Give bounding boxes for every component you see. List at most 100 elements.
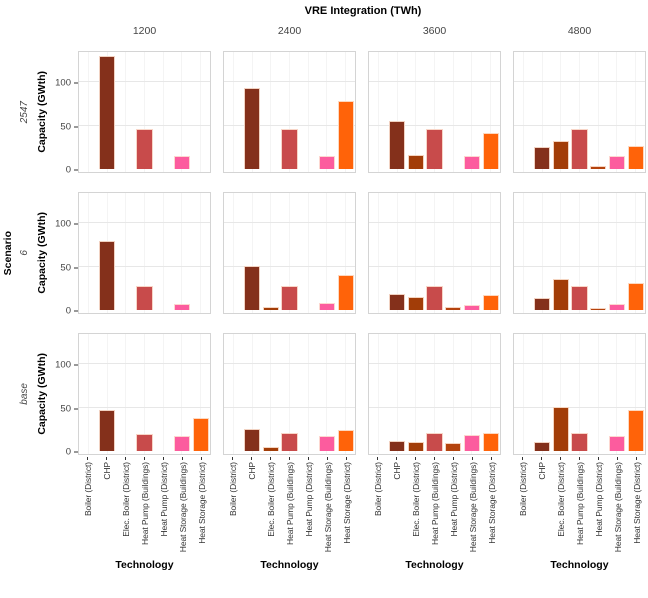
- bar-slot: [608, 193, 627, 310]
- bar: [534, 147, 551, 169]
- y-tick-label: 0: [65, 164, 71, 176]
- bar-slot: [369, 52, 388, 169]
- bar-slot: [135, 334, 154, 451]
- bar-slot: [79, 334, 98, 451]
- x-tick-label: Heat Storage (District): [196, 462, 207, 544]
- x-tick-labels: Boiler (District) CHP Elec. Boiler (Distri…: [0, 455, 648, 557]
- bar-slot: [336, 52, 355, 169]
- bar: [445, 307, 462, 310]
- x-tick-label: Heat Storage (District): [631, 462, 642, 544]
- v-gridline: [471, 193, 473, 313]
- bar-slot: [481, 193, 500, 310]
- bar-slot: [570, 52, 589, 169]
- facet-row-6: 6 Capacity (GWth) 0 50 100: [0, 192, 648, 317]
- x-tick-label: Boiler (District): [372, 462, 383, 517]
- v-gridline: [307, 193, 309, 313]
- bar-slot: [481, 334, 500, 451]
- bar: [590, 308, 607, 310]
- h-gridline: [369, 363, 500, 365]
- x-tick-mark: [289, 457, 290, 460]
- bar-slot: [481, 52, 500, 169]
- x-tick-mark: [125, 457, 126, 460]
- bar-slot: [154, 334, 173, 451]
- bar-slot: [261, 193, 280, 310]
- x-tick-slot: Heat Storage (Buildings): [463, 457, 482, 557]
- bar: [445, 443, 462, 451]
- bar: [281, 432, 298, 451]
- bar-slot: [608, 334, 627, 451]
- v-gridline: [125, 193, 127, 313]
- bar: [426, 285, 443, 310]
- x-tick-mark: [560, 457, 561, 460]
- facet-row-label: base: [16, 333, 32, 455]
- bar: [99, 56, 116, 169]
- v-gridline: [270, 193, 272, 313]
- facet-panel-2547-3600: [368, 51, 501, 173]
- y-tick: 0: [66, 447, 78, 458]
- y-axis-title: Capacity (GWth): [32, 51, 52, 173]
- y-tick-label: 0: [65, 446, 71, 458]
- h-gridline: [514, 81, 645, 83]
- h-gridline: [369, 406, 500, 408]
- facet-panel-2547-2400: [223, 51, 356, 173]
- facet-row-base: base Capacity (GWth) 0 50 100: [0, 333, 648, 458]
- x-tick-label: Elec. Boiler (District): [265, 462, 276, 537]
- x-tick-mark: [327, 457, 328, 460]
- bar: [318, 436, 335, 451]
- v-gridline: [181, 334, 183, 454]
- bars-area: [79, 52, 210, 169]
- y-axis-ticks: 0 50 100: [52, 51, 78, 176]
- bar: [534, 442, 551, 451]
- bar-slot: [154, 193, 173, 310]
- v-gridline: [377, 52, 379, 172]
- x-tick-mark: [617, 457, 618, 460]
- bar: [262, 307, 279, 310]
- bar: [337, 275, 354, 310]
- bar-slot: [626, 193, 645, 310]
- bar-slot: [79, 52, 98, 169]
- x-tick-mark: [346, 457, 347, 460]
- facet-column-label: 3600: [422, 25, 447, 37]
- x-tick-label: Elec. Boiler (District): [410, 462, 421, 537]
- bar-slot: [388, 193, 407, 310]
- h-gridline: [369, 222, 500, 224]
- bar-slot: [551, 193, 570, 310]
- h-gridline: [514, 222, 645, 224]
- x-tick-mark: [106, 457, 107, 460]
- bar: [389, 293, 406, 310]
- x-tick-mark: [636, 457, 637, 460]
- bars-area: [224, 334, 355, 451]
- bar: [590, 166, 607, 169]
- x-tick-slot: CHP: [387, 457, 406, 557]
- facet-panel-base-4800: [513, 333, 646, 455]
- facet-panel-6-3600: [368, 192, 501, 314]
- x-tick-slot: Heat Storage (Buildings): [318, 457, 337, 557]
- y-tick: 50: [60, 262, 78, 273]
- v-gridline: [522, 334, 524, 454]
- v-gridline: [452, 193, 454, 313]
- bars-area: [224, 193, 355, 310]
- x-tick-mark: [415, 457, 416, 460]
- v-gridline: [326, 334, 328, 454]
- x-tick-mark: [201, 457, 202, 460]
- x-tick-label: Boiler (District): [517, 462, 528, 517]
- y-axis-title-text: Capacity (GWth): [36, 71, 48, 153]
- v-gridline: [326, 193, 328, 313]
- x-tick-label: Heat Storage (Buildings): [467, 462, 478, 553]
- bar-slot: [589, 334, 608, 451]
- bar-slot: [551, 52, 570, 169]
- y-tick-mark: [74, 364, 78, 366]
- facet-row-label-text: 2547: [18, 100, 30, 124]
- x-tick-slot: Elec. Boiler (District): [116, 457, 135, 557]
- y-tick-mark: [74, 310, 78, 312]
- x-tick-label: Heat Pump (District): [593, 462, 604, 537]
- h-gridline: [369, 124, 500, 126]
- x-tick-slot: Boiler (District): [78, 457, 97, 557]
- v-gridline: [181, 193, 183, 313]
- bar-slot: [154, 52, 173, 169]
- bar-slot: [463, 52, 482, 169]
- x-tick-label: Heat Pump (District): [158, 462, 169, 537]
- h-gridline: [224, 406, 355, 408]
- x-tick-label: Heat Pump (District): [303, 462, 314, 537]
- bar: [627, 283, 644, 310]
